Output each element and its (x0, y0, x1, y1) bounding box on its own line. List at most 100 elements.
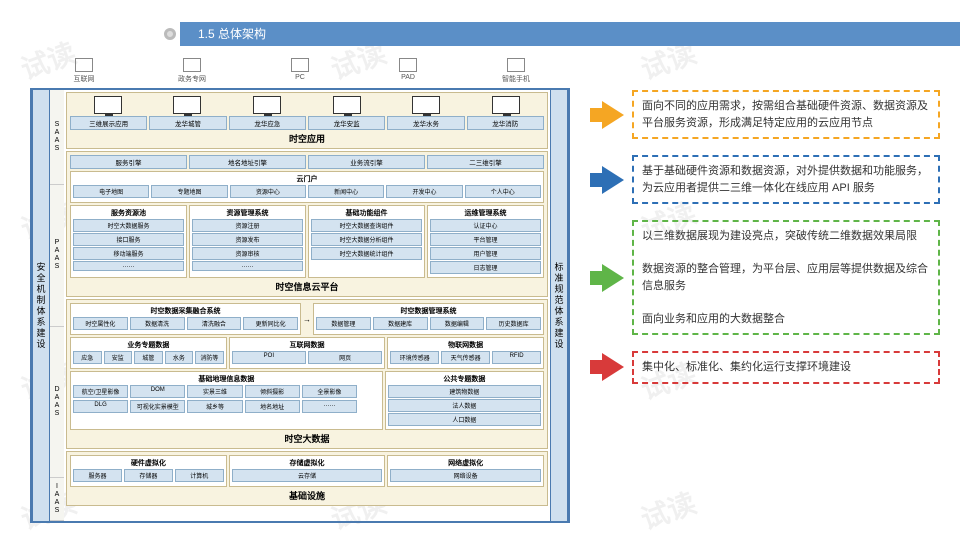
chip: 日志管理 (430, 261, 541, 274)
layer-label: PAAS (50, 185, 64, 327)
daas-layer: 时空数据采集融合系统时空属性化数据清洗清洗融合更新同比化→时空数据管理系统数据管… (66, 299, 548, 449)
chip: 龙华城管 (149, 116, 226, 130)
paas-layer: 服务引擎地名地址引擎业务流引擎二三维引擎云门户电子地图专题地图资源中心新闻中心开… (66, 151, 548, 297)
chip: 电子地图 (73, 185, 149, 198)
chip: 个人中心 (465, 185, 541, 198)
screen-icon (412, 96, 440, 114)
screen-icon (492, 96, 520, 114)
chip: 应急 (73, 351, 102, 364)
chip: 时空大数据分析组件 (311, 233, 422, 246)
callout-text: 基于基础硬件资源和数据资源，对外提供数据和功能服务，为云应用者提供二三维一体化在… (632, 155, 940, 204)
chip: 历史数据库 (486, 317, 541, 330)
header-section: 1.5 (198, 27, 215, 41)
arrow-icon (602, 264, 624, 292)
left-pillar: 安全机制体系建设 (32, 90, 50, 521)
device-item: PC (270, 58, 330, 84)
callout: 集中化、标准化、集约化运行支撑环境建设 (590, 351, 940, 384)
chip: 实景三维 (187, 385, 242, 398)
right-pillar: 标准规范体系建设 (550, 90, 568, 521)
chip: 龙华消防 (467, 116, 544, 130)
chip: 时空大数据查询组件 (311, 219, 422, 232)
chip: 二三维引擎 (427, 155, 544, 169)
chip: 数据编辑 (430, 317, 485, 330)
arrow-icon (602, 101, 624, 129)
chip: 航空/卫星影像 (73, 385, 128, 398)
chip: 三维展示应用 (70, 116, 147, 130)
header-bar: 1.5 总体架构 (180, 22, 960, 46)
header-title: 总体架构 (218, 27, 266, 41)
chip: 网页 (308, 351, 382, 364)
chip: 地名地址引擎 (189, 155, 306, 169)
saas-layer: 三维展示应用龙华城管龙华应急龙华安监龙华水务龙华消防时空应用 (66, 92, 548, 149)
chip: 法人数据 (388, 399, 541, 412)
screen-icon (333, 96, 361, 114)
chip: 专题地图 (151, 185, 227, 198)
architecture-diagram: 互联网 政务专网 PC PAD 智能手机 安全机制体系建设 SAASPAASDAASIA… (30, 58, 570, 523)
chip: 时空大数据服务 (73, 219, 184, 232)
chip: …… (192, 261, 303, 271)
chip: 新闻中心 (308, 185, 384, 198)
chip: 全景影像 (302, 385, 357, 398)
chip: 地名地址 (245, 400, 300, 413)
saas-title: 时空应用 (70, 132, 544, 145)
chip: DLG (73, 400, 128, 413)
chip: 平台管理 (430, 233, 541, 246)
chip: …… (302, 400, 357, 413)
daas-title: 时空大数据 (70, 432, 544, 445)
chip: 服务器 (73, 469, 122, 482)
layer-label: IAAS (50, 478, 64, 521)
header-dot (164, 28, 176, 40)
device-item: PAD (378, 58, 438, 84)
chip: POI (232, 351, 306, 364)
chip: 更新同比化 (243, 317, 298, 330)
screen-icon (173, 96, 201, 114)
arrow-icon (602, 353, 624, 381)
chip: 倾斜摄影 (245, 385, 300, 398)
chip: 网络设备 (390, 469, 541, 482)
chip: 资源中心 (230, 185, 306, 198)
chip: 计算机 (175, 469, 224, 482)
chip: 认证中心 (430, 219, 541, 232)
callout: 以三维数据展现为建设亮点，突破传统二维数据效果局限数据资源的整合管理，为平台层、… (590, 220, 940, 335)
chip: 资源审核 (192, 247, 303, 260)
chip: 水务 (165, 351, 194, 364)
callout-text: 集中化、标准化、集约化运行支撑环境建设 (632, 351, 940, 384)
layer-label: DAAS (50, 327, 64, 478)
iaas-title: 基础设施 (70, 489, 544, 502)
chip: 时空属性化 (73, 317, 128, 330)
paas-title: 时空信息云平台 (70, 280, 544, 293)
chip: RFID (492, 351, 541, 364)
chip: 资源发布 (192, 233, 303, 246)
chip: 数据建库 (373, 317, 428, 330)
chip: 接口服务 (73, 233, 184, 246)
callout: 基于基础硬件资源和数据资源，对外提供数据和功能服务，为云应用者提供二三维一体化在… (590, 155, 940, 204)
chip: 数据清洗 (130, 317, 185, 330)
screen-icon (253, 96, 281, 114)
chip: DOM (130, 385, 185, 398)
chip: 用户管理 (430, 247, 541, 260)
chip: 云存储 (232, 469, 383, 482)
device-item: 智能手机 (486, 58, 546, 84)
chip: 资源注册 (192, 219, 303, 232)
chip: 移动端服务 (73, 247, 184, 260)
chip: 服务引擎 (70, 155, 187, 169)
chip: 时空大数据统计组件 (311, 247, 422, 260)
chip: 清洗融合 (187, 317, 242, 330)
iaas-layer: 硬件虚拟化服务器存储器计算机存储虚拟化云存储网络虚拟化网络设备基础设施 (66, 451, 548, 506)
callouts-panel: 面向不同的应用需求，按需组合基础硬件资源、数据资源及平台服务资源，形成满足特定应… (590, 90, 940, 400)
chip: 开发中心 (386, 185, 462, 198)
layer-label: SAAS (50, 90, 64, 185)
chip: 天气传感器 (441, 351, 490, 364)
callout: 面向不同的应用需求，按需组合基础硬件资源、数据资源及平台服务资源，形成满足特定应… (590, 90, 940, 139)
chip: 可视化实景模型 (130, 400, 185, 413)
device-item: 政务专网 (162, 58, 222, 84)
chip: 人口数据 (388, 413, 541, 426)
chip: 业务流引擎 (308, 155, 425, 169)
chip: 龙华安监 (308, 116, 385, 130)
device-item: 互联网 (54, 58, 114, 84)
arrow-icon (602, 166, 624, 194)
chip: 建筑物数据 (388, 385, 541, 398)
chip: 存储器 (124, 469, 173, 482)
chip: 龙华应急 (229, 116, 306, 130)
chip: 消防等 (195, 351, 224, 364)
